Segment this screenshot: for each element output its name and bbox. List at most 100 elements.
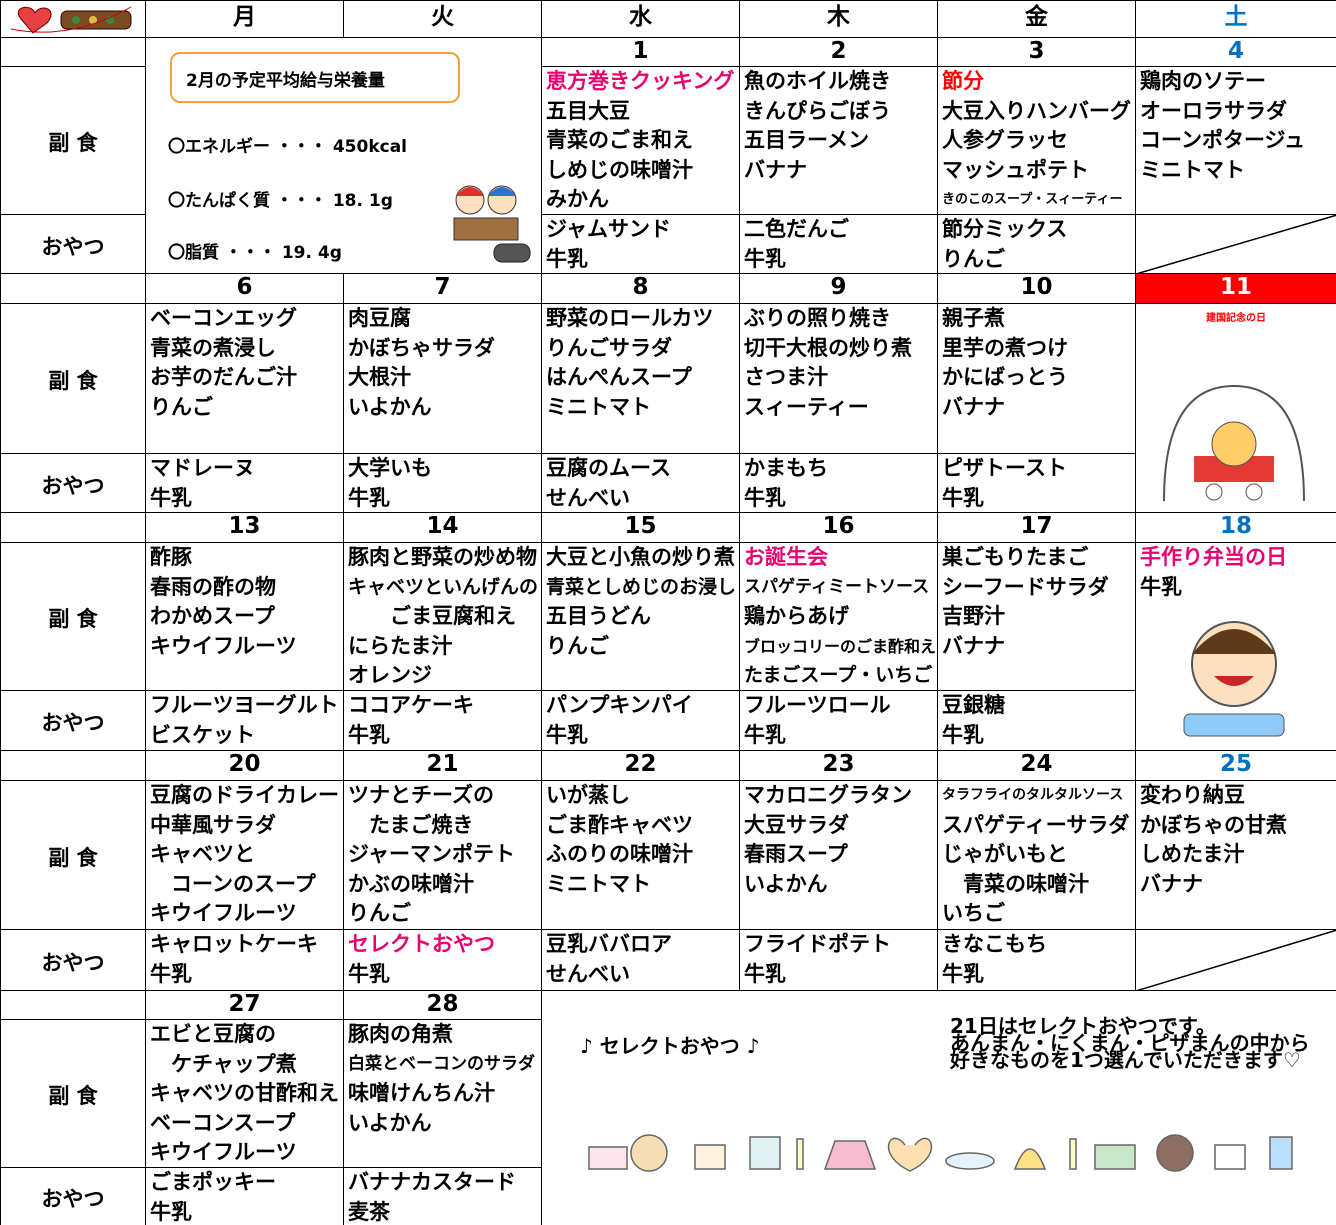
snack-cell: 節分ミックス りんご [937, 214, 1136, 274]
main-cell: ぶりの照り焼き 切干大根の炒り煮 さつま汁 スィーティー [739, 303, 938, 454]
menu-item: きなこもち [942, 932, 1047, 956]
date-cell: 23 [739, 750, 938, 781]
menu-item: わかめスープ [150, 604, 275, 629]
day-header: 火 [343, 0, 542, 38]
menu-item: 牛乳 [744, 485, 786, 510]
date: 1 [632, 38, 649, 64]
menu-item: エビと豆腐の [150, 1022, 276, 1046]
menu-item: マッシュポテト [942, 157, 1089, 182]
menu-item: 牛乳 [942, 722, 984, 747]
date: 7 [434, 274, 451, 300]
menu-item: 巣ごもりたまご [942, 545, 1089, 569]
menu-item: かにばっとう [942, 365, 1068, 390]
menu-item: ふのりの味噌汁 [546, 842, 693, 867]
snack-cell: ごまポッキー 牛乳 [145, 1167, 344, 1225]
snack-cell: 大学いも 牛乳 [343, 453, 542, 513]
menu-item: 切干大根の炒り煮 [744, 335, 912, 360]
menu-item: 二色だんご [744, 217, 849, 241]
date-cell: 9 [739, 273, 938, 304]
menu-item: キャベツの甘酢和え [150, 1081, 339, 1106]
nutrition-item: 〇脂質 ・・・ 19. 4g [168, 243, 342, 263]
menu-item: ベーコンエッグ [150, 306, 297, 330]
date-cell: 17 [937, 512, 1136, 543]
menu-item: 青菜としめじのお浸し [546, 575, 737, 598]
menu-item: 牛乳 [744, 722, 786, 747]
snack-label: おやつ [41, 711, 105, 735]
label-cell: 副 食 [0, 542, 146, 691]
label-cell: おやつ [0, 929, 146, 991]
date: 8 [632, 274, 649, 300]
label-cell: おやつ [0, 453, 146, 513]
date: 13 [228, 513, 261, 539]
snack-label: おやつ [41, 473, 105, 498]
main-cell: マカロニグラタン 大豆サラダ 春雨スープ いよかん [739, 780, 938, 930]
date-cell: 25 [1135, 750, 1336, 781]
menu-item: ごま豆腐和え [348, 604, 516, 629]
menu-item: ピザトースト [942, 456, 1067, 480]
label-cell: 副 食 [0, 780, 146, 930]
date: 24 [1020, 751, 1053, 777]
menu-item: 親子煮 [942, 306, 1005, 330]
menu-item: にらたま汁 [348, 633, 453, 658]
menu-item: いよかん [348, 1110, 432, 1135]
notes: 21日はセレクトおやつです。 あんまん・にくまん・ピザまんの中から 好きなものを… [950, 1014, 1310, 1070]
menu-item: バナナカスタード [348, 1170, 516, 1194]
date: 15 [624, 513, 657, 539]
date: 16 [822, 513, 855, 539]
date: 9 [830, 274, 847, 300]
main-cell: 恵方巻きクッキング 五目大豆 青菜のごま和え しめじの味噌汁 みかん [541, 66, 740, 215]
day-header: 金 [937, 0, 1136, 38]
menu-item: 味噌けんちん汁 [348, 1081, 495, 1106]
main-label: 副 食 [48, 845, 98, 870]
menu-item: 大豆と小魚の炒り煮 [546, 545, 735, 569]
kids-illustration [453, 185, 531, 263]
date: 6 [236, 274, 253, 300]
snack-label: おやつ [41, 950, 105, 975]
main-cell: いが蒸し ごま酢キャベツ ふのりの味噌汁 ミニトマト [541, 780, 740, 930]
menu-item: 青菜のごま和え [546, 128, 693, 153]
main-cell: 巣ごもりたまご シーフードサラダ 吉野汁 バナナ [937, 542, 1136, 691]
menu-item: 青菜の味噌汁 [942, 871, 1089, 896]
illustration [1183, 621, 1285, 737]
date: 20 [228, 751, 261, 777]
main-label: 副 食 [48, 1084, 98, 1108]
label-cell: 副 食 [0, 303, 146, 454]
label-cell: 副 食 [0, 66, 146, 215]
snack-label: おやつ [41, 1187, 105, 1211]
snack-cell: ピザトースト 牛乳 [937, 453, 1136, 513]
main-cell: 建国記念の日 [1135, 303, 1336, 513]
snack-cell [1135, 929, 1336, 991]
menu-item: ミニトマト [1140, 157, 1245, 182]
note-line: 21日はセレクトおやつです。 [950, 1014, 1216, 1038]
date-cell: 2 [739, 37, 938, 67]
snack-cell: キャロットケーキ 牛乳 [145, 929, 344, 991]
snack-cell: フルーツヨーグルト ビスケット [145, 690, 344, 751]
label-cell: おやつ [0, 1167, 146, 1225]
menu-item: 里芋の煮つけ [942, 335, 1068, 360]
menu-item: 鶏肉のソテー [1140, 69, 1266, 93]
menu-item: バナナ [1140, 871, 1203, 896]
snack-cell: 豆腐のムース せんべい [541, 453, 740, 513]
menu-item: バナナ [744, 157, 807, 182]
menu-item: 牛乳 [150, 485, 192, 510]
empty-slash [1136, 215, 1336, 274]
menu-item: かまもち [744, 456, 828, 480]
menu-item: 牛乳 [744, 246, 786, 271]
menu-item: スパゲティーサラダ [942, 812, 1130, 837]
menu-item: キャベツといんげんの [348, 575, 539, 598]
main-cell: エビと豆腐の ケチャップ煮 キャベツの甘酢和え ベーコンスープ キウイフルーツ [145, 1019, 344, 1168]
label-blank [0, 37, 146, 67]
menu-item: フライドポテト [744, 932, 891, 956]
snack-cell: 豆乳ババロア せんべい [541, 929, 740, 991]
menu-item: オーロラサラダ [1140, 98, 1287, 123]
menu-item: さつま汁 [744, 365, 828, 390]
menu-item: 節分ミックス [942, 217, 1068, 241]
main-cell: 豚肉と野菜の炒め物 キャベツといんげんの ごま豆腐和え にらたま汁 オレンジ [343, 542, 542, 691]
menu-item: キウイフルーツ [150, 901, 297, 926]
menu-item: 鶏からあげ [744, 604, 849, 629]
menu-item: コーンポタージュ [1140, 128, 1306, 153]
date-cell: 20 [145, 750, 344, 781]
corner-cell [0, 0, 146, 38]
day-name: 土 [1224, 4, 1248, 30]
snack-label: おやつ [41, 234, 105, 259]
